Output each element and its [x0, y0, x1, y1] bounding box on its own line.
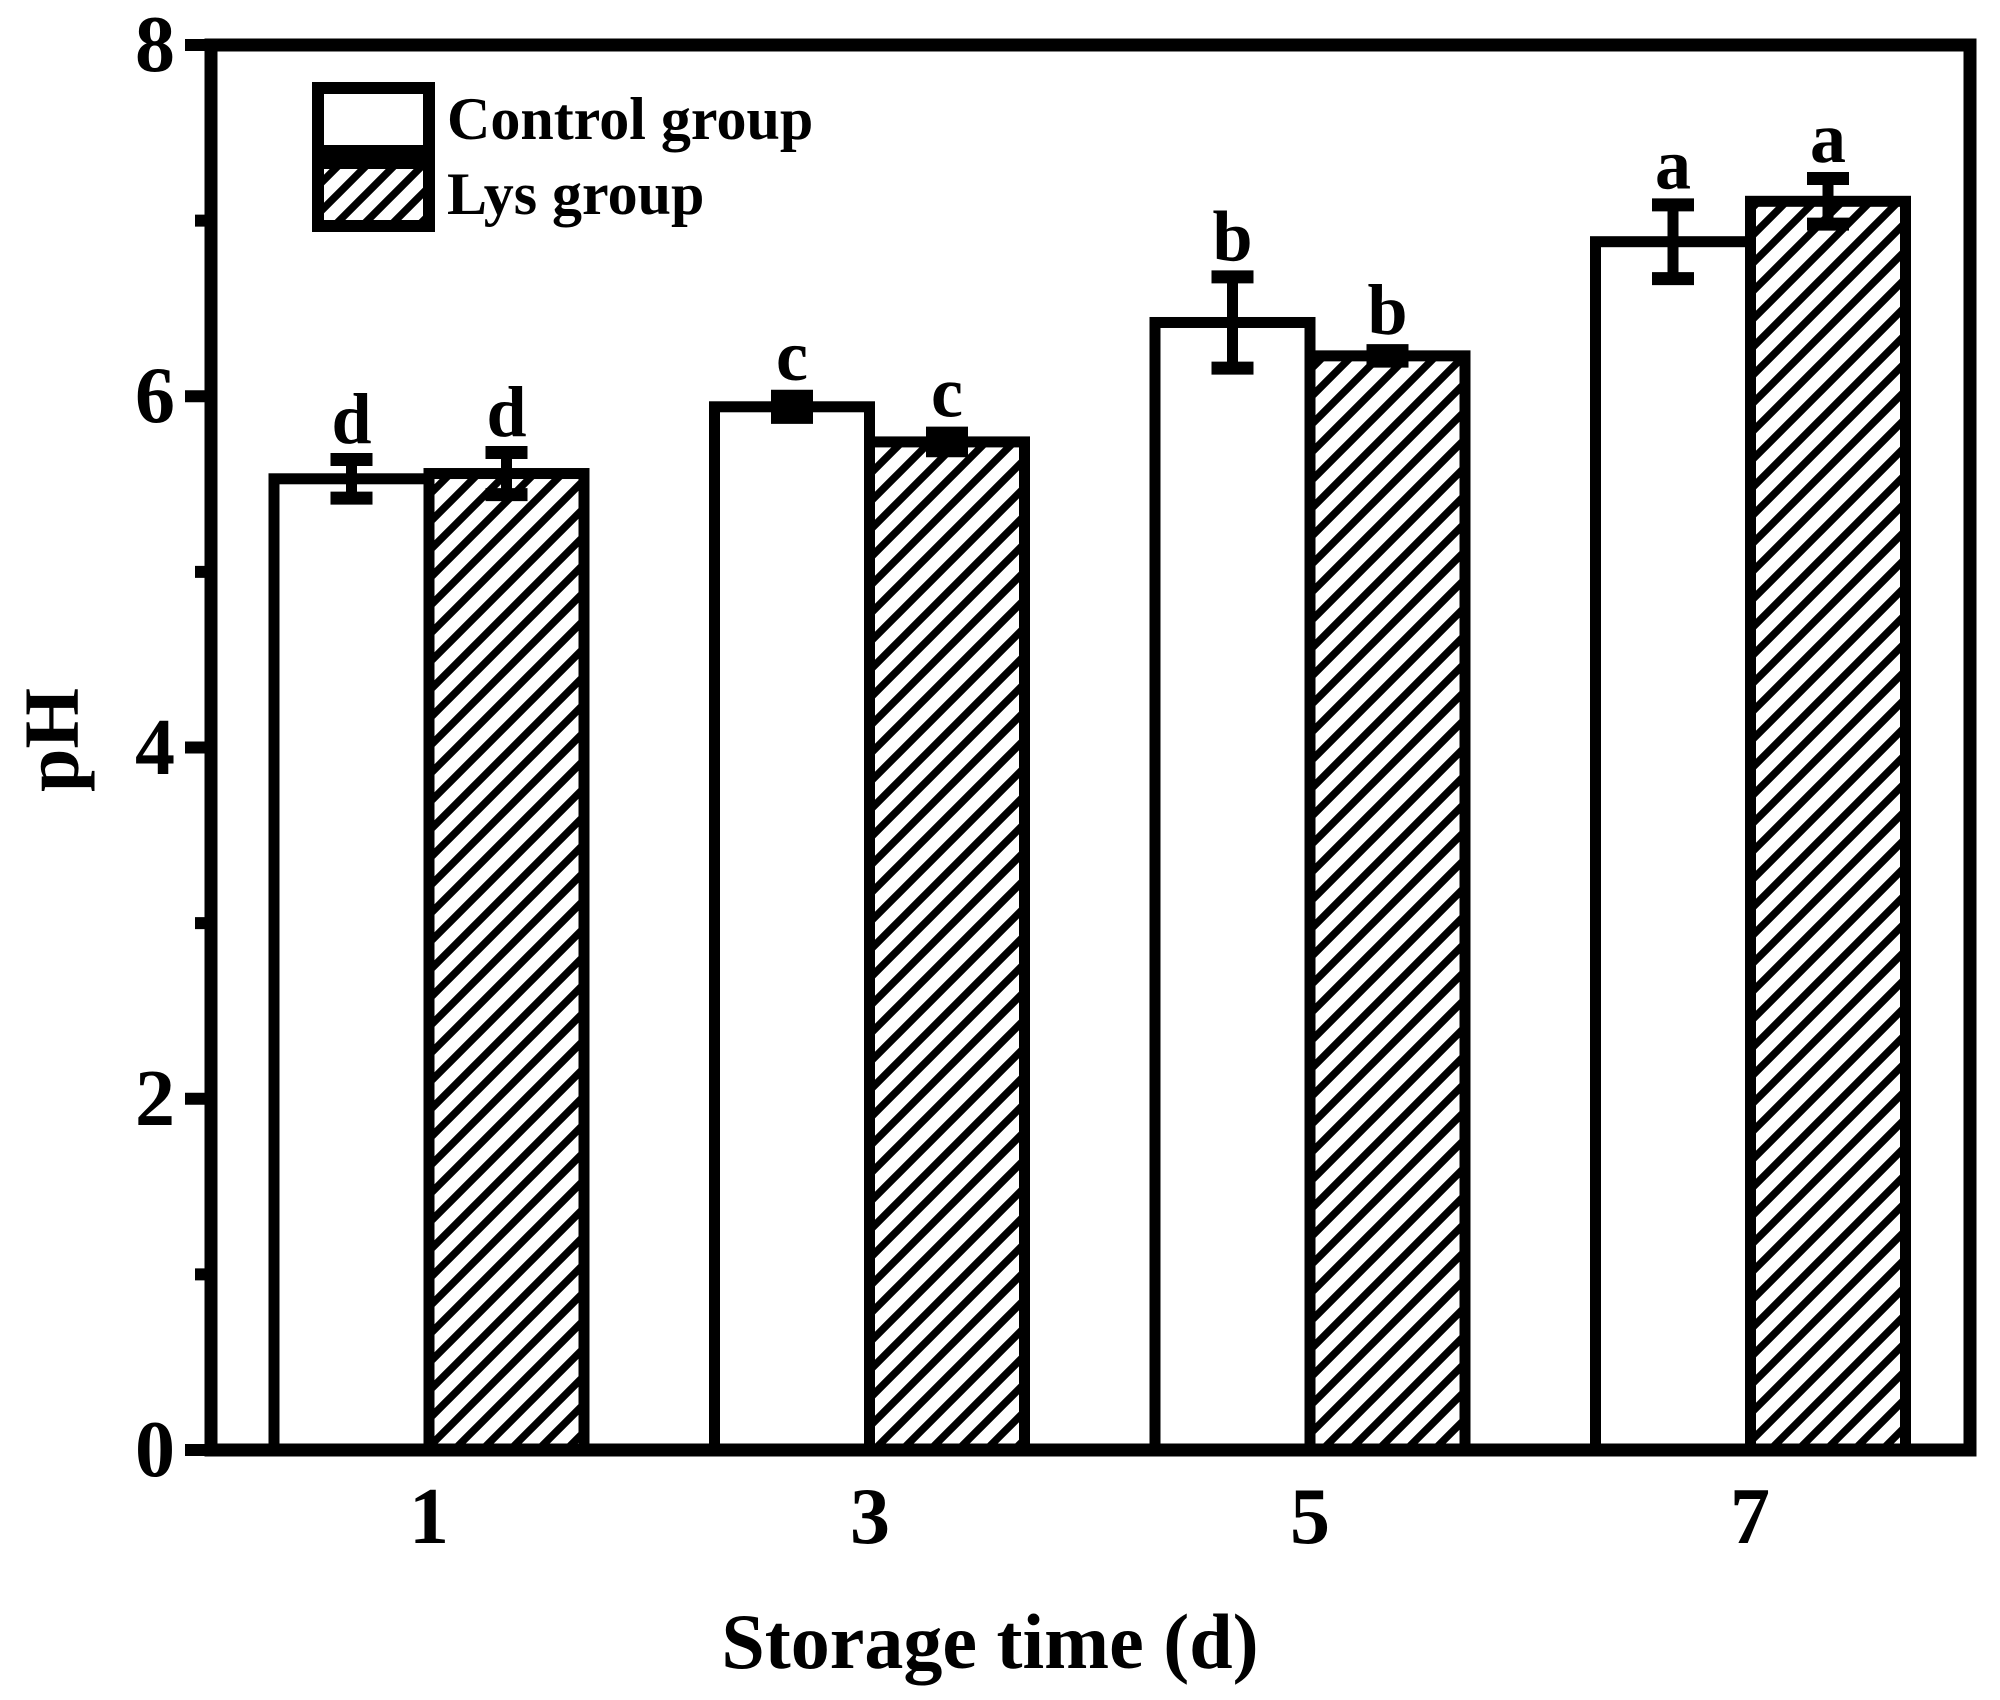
sig-letter-control-day-3: c: [776, 316, 808, 396]
y-tick-label-2: 2: [135, 1055, 175, 1143]
sig-letter-control-day-5: b: [1212, 196, 1252, 276]
significance-letters-layer: d d c c b b a a: [331, 98, 1846, 459]
y-axis-title: pH: [8, 687, 95, 793]
legend-label-control-group: Control group: [447, 86, 814, 152]
y-tick-label-8: 8: [135, 1, 175, 89]
bar-lys-day-7: [1745, 195, 1911, 1456]
sig-letter-lys-day-1: d: [486, 372, 526, 452]
legend-swatch-control-group: [312, 82, 435, 157]
sig-letter-lys-day-7: a: [1810, 98, 1846, 178]
sig-letter-control-day-1: d: [331, 379, 371, 459]
x-tick-label-1: 1: [409, 1473, 449, 1561]
bar-lys-day-5: [1304, 350, 1471, 1456]
y-tick-label-4: 4: [135, 704, 175, 792]
sig-letter-lys-day-5: b: [1367, 270, 1407, 350]
x-tick-label-7: 7: [1730, 1473, 1770, 1561]
bar-control-day-7: [1590, 236, 1756, 1456]
axes-layer: [185, 38, 1977, 1457]
x-tick-label-3: 3: [850, 1473, 890, 1561]
x-axis-title: Storage time (d): [721, 1598, 1259, 1685]
legend: [312, 82, 435, 232]
y-tick-label-6: 6: [135, 352, 175, 440]
bar-lys-day-3: [864, 436, 1030, 1456]
sig-letter-lys-day-3: c: [931, 353, 963, 433]
y-tick-label-0: 0: [135, 1406, 175, 1494]
error-bars-layer: [330, 171, 1849, 505]
legend-label-lys-group: Lys group: [447, 161, 705, 227]
bar-control-day-3: [709, 401, 875, 1456]
bar-control-day-1: [268, 473, 435, 1456]
x-tick-label-5: 5: [1290, 1473, 1330, 1561]
bar-lys-day-1: [423, 468, 590, 1456]
legend-swatch-lys-group: [312, 157, 435, 232]
sig-letter-control-day-7: a: [1655, 124, 1691, 204]
bar-control-day-5: [1149, 316, 1316, 1456]
